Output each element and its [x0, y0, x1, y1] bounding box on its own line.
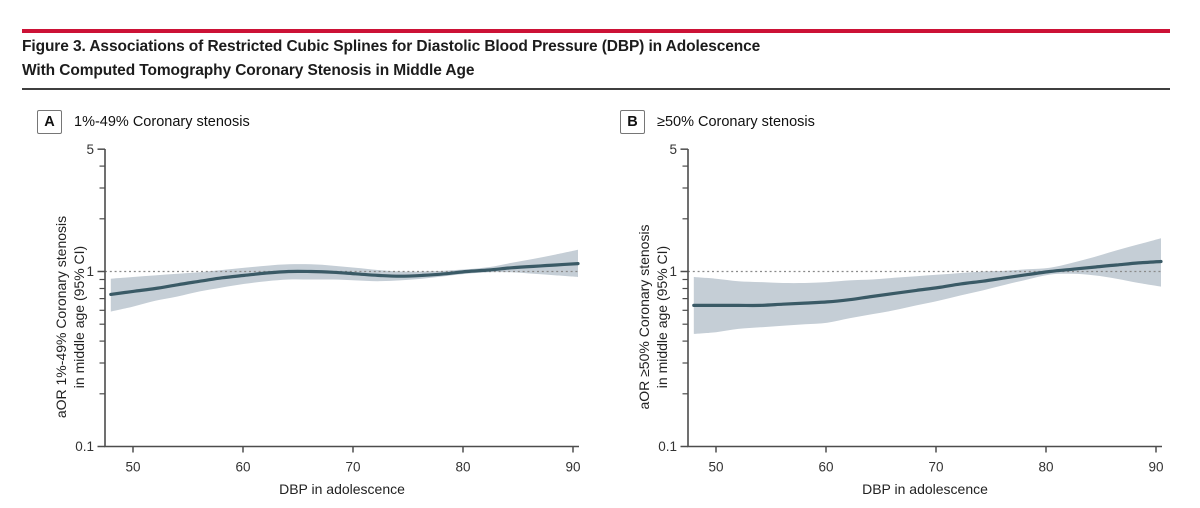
panel-a-chart: 5 1 0.1 50 60 70 80 90 aOR 1%-49% Coronary sten… [53, 142, 581, 497]
svg-text:80: 80 [455, 460, 470, 475]
figure-divider-rule [22, 88, 1170, 91]
svg-text:0.1: 0.1 [658, 439, 677, 454]
svg-text:70: 70 [345, 460, 360, 475]
panel-b-x-axis-label: DBP in adolescence [862, 481, 988, 497]
svg-text:60: 60 [235, 460, 250, 475]
svg-text:80: 80 [1038, 460, 1053, 475]
axes [104, 149, 579, 448]
panel-a-key: A [37, 110, 62, 134]
figure-top-rule [22, 29, 1170, 33]
svg-text:1: 1 [669, 264, 677, 279]
svg-text:50: 50 [708, 460, 723, 475]
svg-text:5: 5 [669, 142, 677, 157]
svg-text:1: 1 [86, 264, 94, 279]
figure-title-line2: With Computed Tomography Coronary Stenos… [22, 62, 475, 79]
panel-a-title: 1%-49% Coronary stenosis [74, 114, 250, 130]
svg-text:90: 90 [1148, 460, 1163, 475]
figure-title-line1: Figure 3. Associations of Restricted Cub… [22, 38, 761, 55]
panel-a-y-axis-label-line2: in middle age (95% CI) [71, 246, 87, 388]
svg-text:5: 5 [86, 142, 94, 157]
svg-text:60: 60 [818, 460, 833, 475]
svg-text:50: 50 [125, 460, 140, 475]
panel-a: A 1%-49% Coronary stenosis 5 1 0.1 50 60 70 80… [22, 105, 604, 505]
panel-a-header: A 1%-49% Coronary stenosis [37, 109, 250, 135]
ci-band [693, 238, 1161, 334]
svg-text:70: 70 [928, 460, 943, 475]
svg-text:90: 90 [565, 460, 580, 475]
figure-title: Figure 3. Associations of Restricted Cub… [22, 35, 760, 83]
panel-b-header: B ≥50% Coronary stenosis [620, 109, 815, 135]
spline-curve [692, 259, 1163, 308]
panel-b-y-axis-label-line2: in middle age (95% CI) [654, 246, 670, 388]
panel-b-title: ≥50% Coronary stenosis [657, 114, 815, 130]
panel-b-chart: 5 1 0.1 50 60 70 80 90 aOR ≥50% Coronary stenos… [636, 142, 1164, 497]
ci-band [110, 249, 579, 312]
spline-curve [109, 262, 580, 296]
panel-b-key: B [620, 110, 645, 134]
panel-b: B ≥50% Coronary stenosis 5 1 0.1 50 60 70 80 90… [605, 105, 1187, 505]
svg-text:0.1: 0.1 [75, 439, 94, 454]
panel-b-y-axis-label-line1: aOR ≥50% Coronary stenosis [636, 224, 652, 409]
panel-a-x-axis-label: DBP in adolescence [279, 481, 405, 497]
panel-a-y-axis-label-line1: aOR 1%-49% Coronary stenosis [53, 216, 69, 418]
